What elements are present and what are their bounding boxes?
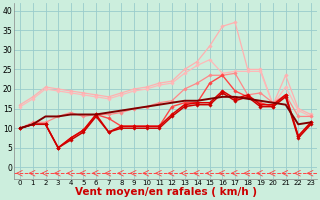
X-axis label: Vent moyen/en rafales ( km/h ): Vent moyen/en rafales ( km/h ) [75,187,257,197]
